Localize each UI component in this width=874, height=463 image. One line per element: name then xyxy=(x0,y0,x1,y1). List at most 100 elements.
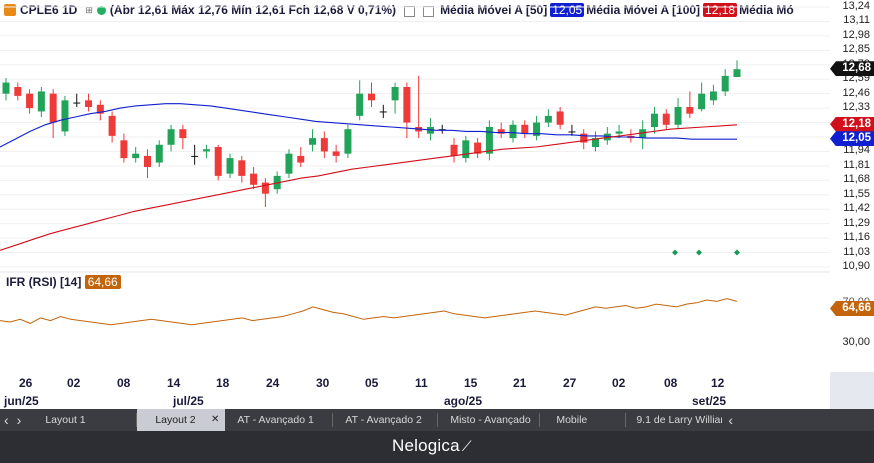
candle-body xyxy=(568,131,576,133)
candle-body xyxy=(474,142,482,154)
candle-body xyxy=(733,69,741,77)
rsi-header: IFR (RSI) [14] 64,66 xyxy=(6,275,121,289)
date-tick: 12 xyxy=(711,376,725,390)
candle-body xyxy=(344,129,352,154)
candle-body xyxy=(49,93,57,123)
date-tick: 02 xyxy=(67,376,81,390)
signal-marker xyxy=(734,249,740,256)
candle-body xyxy=(403,87,411,123)
tabs-next-button[interactable]: › xyxy=(16,412,22,428)
price-tick: 12,85 xyxy=(842,43,870,56)
candle-body xyxy=(238,160,246,176)
candle-body xyxy=(61,100,69,132)
month-tick: set/25 xyxy=(692,394,727,408)
candle-body xyxy=(132,153,140,159)
tab-larry-williams[interactable]: 9.1 de Larry Willian xyxy=(626,409,722,431)
price-chart[interactable] xyxy=(0,0,830,372)
price-tick: 11,03 xyxy=(843,245,870,258)
candle-body xyxy=(580,133,588,143)
tab-label: Layout 2 xyxy=(155,414,196,426)
candle-body xyxy=(85,100,93,107)
close-icon[interactable]: ✕ xyxy=(210,414,220,425)
price-tick: 11,29 xyxy=(843,216,870,229)
candle-body xyxy=(143,155,151,167)
tab-label: Layout 1 xyxy=(45,414,86,426)
status-dot-icon xyxy=(96,5,106,15)
candle-body xyxy=(155,144,163,163)
candle-body xyxy=(214,147,222,176)
tab-label: AT - Avançado 1 xyxy=(237,414,314,426)
tab-label: 9.1 de Larry Willian xyxy=(636,414,723,426)
price-tick: 11,81 xyxy=(843,158,870,171)
candle-body xyxy=(521,124,529,134)
rsi-value-tag: 64,66 xyxy=(830,301,874,316)
candle-body xyxy=(721,75,729,92)
candle-body xyxy=(191,155,199,157)
candle-body xyxy=(179,129,187,139)
candle-body xyxy=(686,107,694,114)
ma50-price-tag: 12,05 xyxy=(830,131,874,147)
signal-marker xyxy=(672,249,678,256)
tab-misto-avancado[interactable]: Misto - Avançado xyxy=(438,409,541,431)
candle-body xyxy=(698,93,706,110)
rsi-line xyxy=(0,298,738,326)
tab-label: AT - Avançado 2 xyxy=(345,414,422,426)
tabs-more-button[interactable]: ‹ xyxy=(728,412,734,428)
price-tick: 13,11 xyxy=(843,14,870,27)
candle-body xyxy=(2,82,10,94)
candle-body xyxy=(368,93,375,101)
candle-body xyxy=(14,87,22,96)
candle-body xyxy=(592,138,600,147)
candle-body xyxy=(261,182,269,194)
ma100-line xyxy=(0,124,738,251)
candle-body xyxy=(662,113,670,125)
time-axis[interactable]: 26 02 08 14 18 24 30 05 11 15 21 27 02 08 12 jun/25 jul/… xyxy=(0,372,830,410)
price-tick: 10,90 xyxy=(842,260,870,272)
tab-at-avancado-1[interactable]: AT - Avançado 1 xyxy=(225,409,334,431)
tab-at-avancado-2[interactable]: AT - Avançado 2 xyxy=(333,409,439,431)
candle-body xyxy=(356,93,364,116)
last-price-tag: 12,68 xyxy=(830,61,874,77)
date-tick: 08 xyxy=(117,376,131,390)
price-tick: 12,33 xyxy=(842,101,870,114)
ma100-price-tag: 12,18 xyxy=(830,116,874,132)
brand-logo: Nelogica ⟋ xyxy=(392,436,472,456)
date-tick: 14 xyxy=(167,376,181,390)
layout-tabs: ‹ › Layout 1 Layout 2 ✕ AT - Avançado 1 A… xyxy=(0,409,874,431)
tab-layout-1[interactable]: Layout 1 xyxy=(33,409,138,431)
candle-body xyxy=(108,115,116,136)
date-tick: 18 xyxy=(216,376,230,390)
tab-mobile[interactable]: Mobile xyxy=(540,409,627,431)
brand-mark-icon: ⟋ xyxy=(461,438,472,454)
tab-label: Mobile xyxy=(556,414,588,426)
candle-body xyxy=(391,87,399,101)
price-tick: 12,98 xyxy=(842,28,870,41)
rsi-label[interactable]: IFR (RSI) [14] xyxy=(6,275,82,289)
date-tick: 05 xyxy=(365,376,379,390)
candle-body xyxy=(73,102,81,104)
grid-icon[interactable]: ⊞ xyxy=(85,4,93,15)
price-tick: 11,68 xyxy=(843,173,870,186)
indicator-menu-icon[interactable] xyxy=(404,5,416,17)
candle-body xyxy=(96,104,104,114)
price-axis[interactable]: 13,2413,1112,9812,8512,7212,5912,4612,33… xyxy=(830,0,874,372)
candle-body xyxy=(226,158,234,174)
price-tick: 11,55 xyxy=(843,187,870,200)
date-tick: 08 xyxy=(664,376,678,390)
candle-body xyxy=(533,122,541,136)
brand-name: Nelogica xyxy=(392,436,460,455)
candle-body xyxy=(26,93,34,109)
date-tick: 26 xyxy=(19,376,33,390)
price-tick: 11,16 xyxy=(843,231,870,244)
hide-indicators-checkbox[interactable] xyxy=(423,5,435,17)
tab-layout-2[interactable]: Layout 2 ✕ xyxy=(137,409,226,431)
candle-body xyxy=(202,149,210,152)
candle-body xyxy=(615,131,623,134)
date-tick: 27 xyxy=(563,376,577,390)
candle-body xyxy=(120,140,128,159)
candle-body xyxy=(639,129,647,139)
candle-body xyxy=(37,91,45,112)
tabs-prev-button[interactable]: ‹ xyxy=(4,412,9,428)
month-tick: jun/25 xyxy=(4,394,39,408)
candle-body xyxy=(462,140,470,159)
